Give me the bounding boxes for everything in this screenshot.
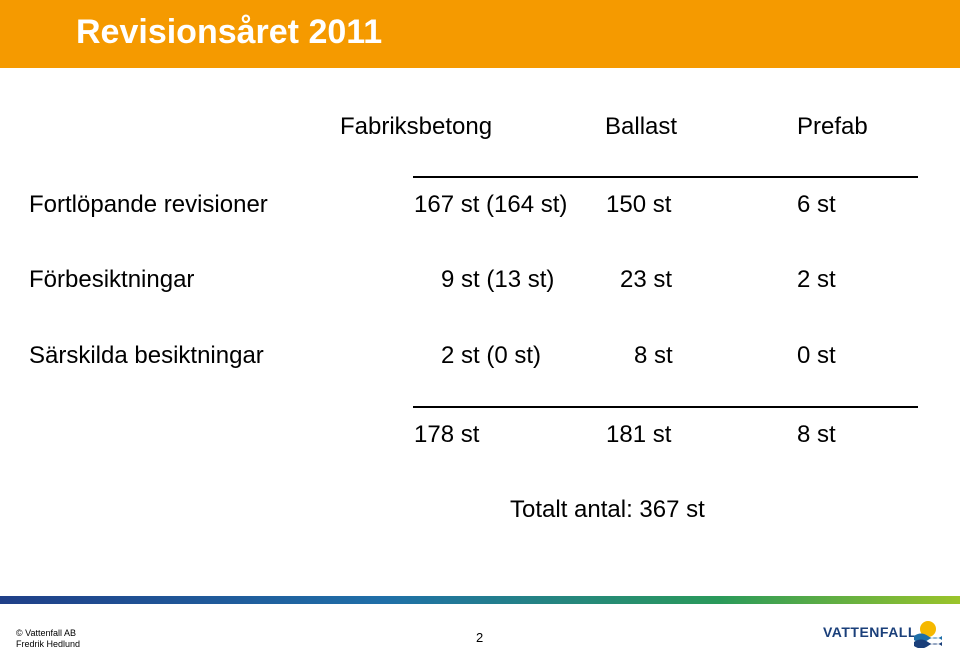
total-fabriksbetong: 178 st xyxy=(414,421,480,448)
row-label-sarskilda: Särskilda besiktningar xyxy=(29,342,264,369)
footer-author: Fredrik Hedlund xyxy=(16,639,81,649)
column-header-prefab: Prefab xyxy=(797,113,868,140)
cell-sarskilda-ballast: 8 st xyxy=(634,342,673,369)
cell-sarskilda-prefab: 0 st xyxy=(797,342,836,369)
page-number: 2 xyxy=(476,630,484,645)
cell-forbesiktningar-ballast: 23 st xyxy=(620,266,673,293)
cell-forbesiktningar-fabriksbetong: 9 st (13 st) xyxy=(441,266,555,293)
vattenfall-sun-wave-icon xyxy=(912,618,944,653)
column-header-fabriksbetong: Fabriksbetong xyxy=(340,113,493,140)
cell-forbesiktningar-prefab: 2 st xyxy=(797,266,836,293)
grand-total: Totalt antal: 367 st xyxy=(510,496,705,523)
footer-company: © Vattenfall AB xyxy=(16,628,76,638)
row-label-fortlopande: Fortlöpande revisioner xyxy=(29,191,268,218)
footer-credits: © Vattenfall AB Fredrik Hedlund xyxy=(16,628,80,650)
total-prefab: 8 st xyxy=(797,421,836,448)
cell-fortlopande-prefab: 6 st xyxy=(797,191,836,218)
cell-fortlopande-fabriksbetong: 167 st (164 st) xyxy=(414,191,568,218)
footer-gradient-bar xyxy=(0,596,960,604)
table-totals-rule xyxy=(413,406,918,408)
cell-sarskilda-fabriksbetong: 2 st (0 st) xyxy=(441,342,542,369)
title-bar xyxy=(0,0,960,68)
total-ballast: 181 st xyxy=(606,421,672,448)
vattenfall-logo-text: VATTENFALL xyxy=(823,624,917,640)
cell-fortlopande-ballast: 150 st xyxy=(606,191,672,218)
column-header-ballast: Ballast xyxy=(605,113,678,140)
slide-title: Revisionsåret 2011 xyxy=(76,13,383,51)
row-label-forbesiktningar: Förbesiktningar xyxy=(29,266,195,293)
table-top-rule xyxy=(413,176,918,178)
